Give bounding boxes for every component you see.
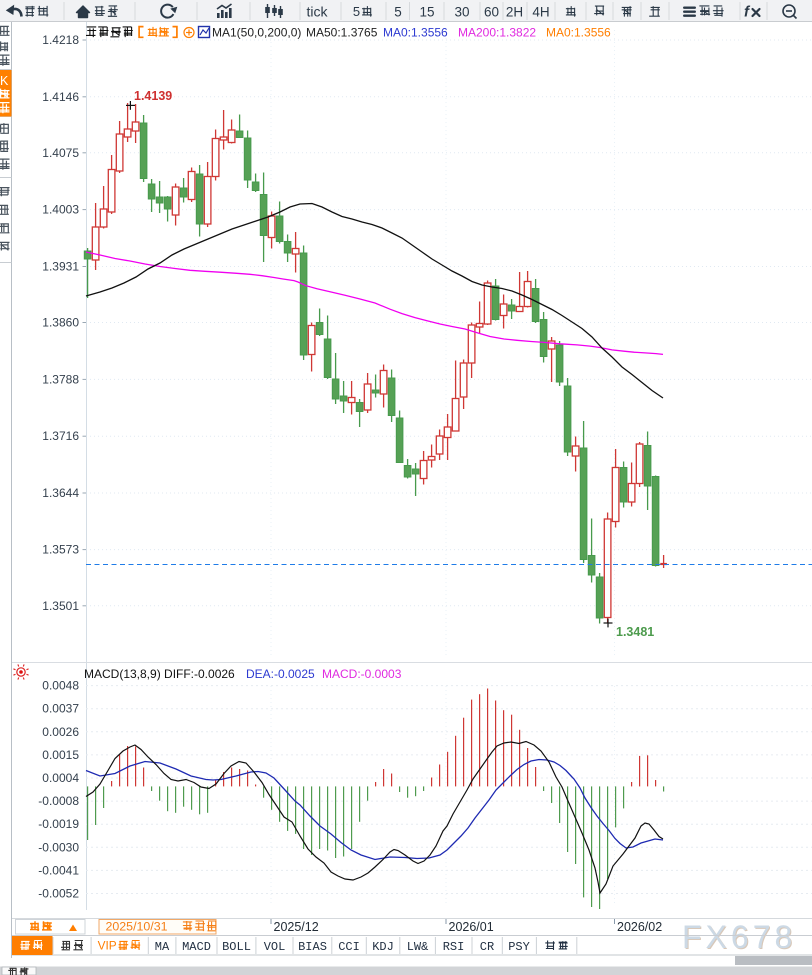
svg-text:5: 5 bbox=[394, 5, 402, 20]
svg-text:0.0015: 0.0015 bbox=[42, 748, 79, 762]
svg-text:2026/01: 2026/01 bbox=[449, 920, 494, 934]
svg-text:30: 30 bbox=[454, 5, 469, 20]
svg-text:1.4218: 1.4218 bbox=[42, 33, 79, 47]
svg-text:1.4146: 1.4146 bbox=[42, 90, 79, 104]
svg-text:-0.0019: -0.0019 bbox=[38, 817, 79, 831]
svg-text:MA0:1.3556: MA0:1.3556 bbox=[546, 26, 611, 40]
svg-text:-0.0041: -0.0041 bbox=[38, 863, 79, 877]
svg-text:MACD(13,8,9) DIFF:-0.0026: MACD(13,8,9) DIFF:-0.0026 bbox=[84, 667, 235, 681]
svg-text:1.4139: 1.4139 bbox=[134, 89, 172, 103]
svg-text:1.3716: 1.3716 bbox=[42, 429, 79, 443]
svg-text:0.0037: 0.0037 bbox=[42, 702, 79, 716]
svg-text:1.3481: 1.3481 bbox=[616, 625, 654, 639]
svg-text:2025/12: 2025/12 bbox=[274, 920, 319, 934]
svg-text:1.3788: 1.3788 bbox=[42, 372, 79, 386]
svg-text:MACD: MACD bbox=[182, 940, 211, 954]
svg-text:FX678: FX678 bbox=[683, 920, 797, 956]
svg-text:2H: 2H bbox=[506, 5, 523, 20]
svg-text:KDJ: KDJ bbox=[372, 940, 394, 954]
svg-text:60: 60 bbox=[484, 5, 499, 20]
svg-text:K: K bbox=[0, 74, 9, 88]
svg-text:5: 5 bbox=[353, 4, 360, 19]
svg-text:0.0048: 0.0048 bbox=[42, 679, 79, 693]
svg-text:0.0004: 0.0004 bbox=[42, 771, 79, 785]
svg-text:MA1(50,0,200,0): MA1(50,0,200,0) bbox=[212, 26, 301, 40]
svg-text:tick: tick bbox=[307, 4, 329, 20]
svg-text:1.3931: 1.3931 bbox=[42, 260, 79, 274]
svg-text:MA: MA bbox=[155, 940, 170, 954]
svg-text:-0.0030: -0.0030 bbox=[38, 840, 79, 854]
svg-text:MA50:1.3765: MA50:1.3765 bbox=[306, 26, 378, 40]
svg-text:1.4003: 1.4003 bbox=[42, 203, 79, 217]
svg-text:CCI: CCI bbox=[338, 940, 360, 954]
svg-text:2026/02: 2026/02 bbox=[617, 920, 662, 934]
svg-text:0.0026: 0.0026 bbox=[42, 725, 79, 739]
svg-text:1.3501: 1.3501 bbox=[42, 599, 79, 613]
svg-text:PSY: PSY bbox=[508, 940, 530, 954]
svg-text:MA0:1.3556: MA0:1.3556 bbox=[383, 26, 448, 40]
svg-text:MA200:1.3822: MA200:1.3822 bbox=[458, 26, 536, 40]
svg-text:BOLL: BOLL bbox=[222, 940, 251, 954]
svg-text:MACD:-0.0003: MACD:-0.0003 bbox=[322, 667, 402, 681]
svg-text:2025/10/31: 2025/10/31 bbox=[106, 920, 168, 934]
svg-text:VIP: VIP bbox=[98, 939, 117, 953]
svg-text:1.3644: 1.3644 bbox=[42, 486, 79, 500]
svg-text:1.4075: 1.4075 bbox=[42, 146, 79, 160]
svg-text:f: f bbox=[744, 4, 751, 21]
svg-text:CR: CR bbox=[480, 940, 494, 954]
svg-text:DEA:-0.0025: DEA:-0.0025 bbox=[246, 667, 315, 681]
svg-text:BIAS: BIAS bbox=[298, 940, 327, 954]
svg-text:15: 15 bbox=[419, 5, 434, 20]
svg-text:-0.0052: -0.0052 bbox=[38, 887, 79, 901]
svg-text:1.3573: 1.3573 bbox=[42, 543, 79, 557]
svg-text:1.3860: 1.3860 bbox=[42, 316, 79, 330]
svg-text:-0.0008: -0.0008 bbox=[38, 794, 79, 808]
svg-text:RSI: RSI bbox=[443, 940, 465, 954]
svg-text:4H: 4H bbox=[532, 5, 549, 20]
svg-text:VOL: VOL bbox=[264, 940, 286, 954]
svg-text:LW&: LW& bbox=[407, 940, 429, 954]
svg-text:FX678: FX678 bbox=[682, 919, 796, 955]
